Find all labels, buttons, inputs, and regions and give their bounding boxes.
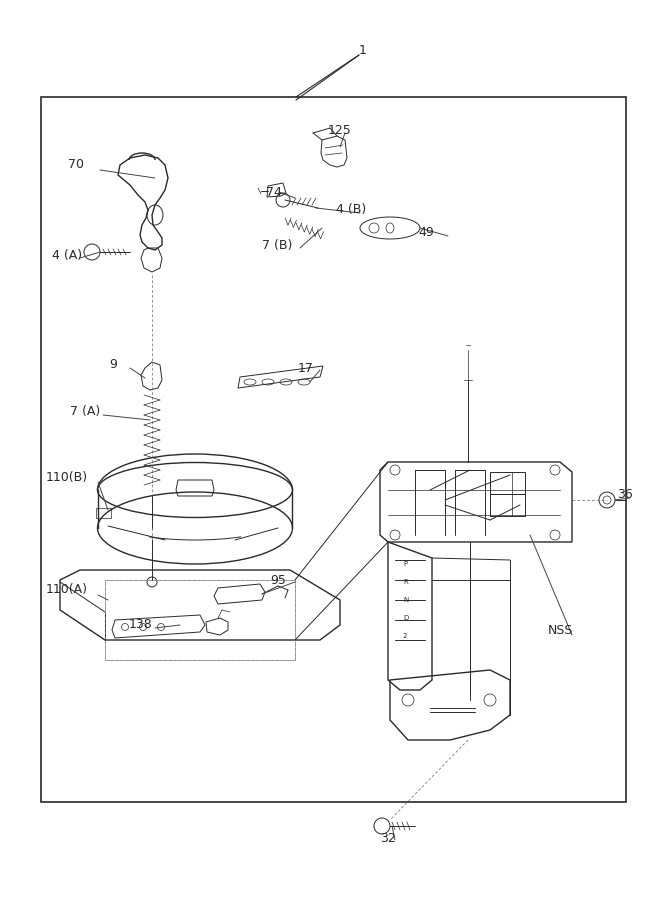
Text: 125: 125 — [328, 123, 352, 137]
Text: 70: 70 — [68, 158, 84, 172]
Text: 36: 36 — [617, 489, 633, 501]
Text: D: D — [403, 615, 408, 621]
Text: 110(B): 110(B) — [46, 472, 88, 484]
Text: 7 (A): 7 (A) — [70, 406, 100, 419]
Text: 2: 2 — [403, 633, 408, 639]
Text: 49: 49 — [418, 226, 434, 239]
Bar — [41, 97, 626, 802]
Bar — [490, 472, 525, 494]
Text: 4 (A): 4 (A) — [52, 248, 82, 262]
Text: 110(A): 110(A) — [46, 583, 88, 597]
Text: 95: 95 — [270, 573, 286, 587]
Text: 17: 17 — [298, 362, 314, 374]
Text: 9: 9 — [109, 358, 117, 372]
Text: 74: 74 — [266, 186, 282, 200]
Text: 4 (B): 4 (B) — [336, 203, 366, 217]
Text: NSS: NSS — [548, 624, 574, 636]
Text: 7 (B): 7 (B) — [262, 238, 292, 251]
Text: 138: 138 — [129, 618, 153, 632]
Text: 32: 32 — [380, 832, 396, 844]
Text: 1: 1 — [359, 43, 367, 57]
Text: R: R — [403, 579, 408, 585]
Text: P: P — [403, 561, 407, 567]
Text: N: N — [403, 597, 408, 603]
Bar — [96, 508, 111, 518]
Bar — [490, 494, 525, 516]
